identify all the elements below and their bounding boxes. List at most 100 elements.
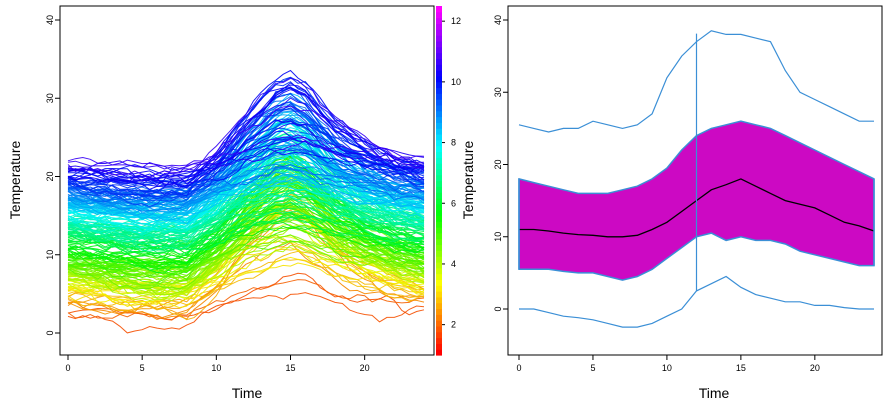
temperature-curve bbox=[67, 164, 425, 201]
temperature-curve bbox=[67, 189, 425, 228]
y-tick-label: 30 bbox=[493, 87, 503, 97]
color-legend-swatch bbox=[436, 285, 442, 292]
x-tick-label: 20 bbox=[360, 363, 370, 373]
temperature-curve bbox=[67, 163, 425, 212]
x-tick-label: 20 bbox=[810, 363, 820, 373]
left-y-axis-title: Temperature bbox=[7, 140, 23, 219]
temperature-curve bbox=[67, 77, 425, 179]
y-tick-label: 40 bbox=[45, 15, 55, 25]
color-legend-swatch bbox=[436, 221, 442, 228]
color-legend-swatch bbox=[436, 6, 442, 13]
right-y-axis-title: Temperature bbox=[460, 140, 476, 219]
color-legend-swatch bbox=[436, 302, 442, 310]
color-legend-swatch bbox=[436, 168, 442, 176]
color-legend-swatch bbox=[436, 180, 442, 187]
y-tick-label: 0 bbox=[493, 306, 503, 311]
color-legend-swatch bbox=[436, 296, 442, 304]
temperature-curve bbox=[67, 206, 425, 253]
color-legend-swatch bbox=[436, 192, 442, 199]
color-legend-swatch bbox=[436, 186, 442, 193]
left-panel: 0 5 10 15 20 0 10 20 30 40 Time Temperature 2 4 6 8… bbox=[7, 5, 461, 401]
color-legend-swatch bbox=[436, 238, 442, 246]
color-legend-swatch bbox=[436, 203, 442, 211]
color-legend-swatch bbox=[436, 291, 442, 298]
color-legend-swatch bbox=[436, 215, 442, 222]
right-panel: 0 5 10 15 20 0 10 20 30 40 Time Temperature bbox=[460, 5, 883, 401]
color-legend-swatch bbox=[436, 58, 442, 65]
temperature-curve bbox=[67, 122, 425, 225]
temperature-curve bbox=[67, 76, 425, 198]
color-legend-swatch bbox=[436, 69, 442, 77]
left-y-axis: 0 10 20 30 40 bbox=[45, 15, 60, 336]
temperature-curve bbox=[67, 139, 425, 182]
color-legend-tick-label: 4 bbox=[451, 259, 456, 269]
color-legend-swatch bbox=[436, 17, 442, 25]
color-legend-swatch bbox=[436, 139, 442, 147]
x-tick-label: 5 bbox=[140, 363, 145, 373]
color-legend-swatch bbox=[436, 314, 442, 321]
y-tick-label: 0 bbox=[45, 330, 55, 335]
color-legend-swatch bbox=[436, 325, 442, 333]
color-legend-swatch bbox=[436, 23, 442, 30]
color-legend-swatch bbox=[436, 279, 442, 286]
temperature-curve bbox=[67, 89, 425, 186]
color-legend-ticks: 2 4 6 8 10 12 bbox=[442, 16, 461, 330]
color-legend-swatch bbox=[436, 250, 442, 257]
color-legend-swatch bbox=[436, 209, 442, 216]
right-x-axis-title: Time bbox=[699, 385, 730, 401]
temperature-curve bbox=[67, 136, 425, 186]
temperature-curve bbox=[67, 130, 425, 184]
color-legend-swatch bbox=[436, 145, 442, 153]
right-plot-layer bbox=[518, 30, 875, 328]
color-legend-swatch bbox=[436, 343, 442, 350]
right-plot-frame bbox=[507, 5, 883, 356]
temperature-curve bbox=[67, 234, 425, 274]
color-legend-swatch bbox=[436, 320, 442, 327]
y-tick-label: 10 bbox=[493, 232, 503, 242]
color-legend-swatch bbox=[436, 75, 442, 83]
y-tick-label: 20 bbox=[45, 171, 55, 181]
temperature-curve bbox=[67, 166, 425, 264]
color-legend-swatch bbox=[436, 163, 442, 170]
color-legend-tick-label: 12 bbox=[451, 16, 461, 26]
color-legend-swatch bbox=[436, 52, 442, 59]
color-legend-swatch bbox=[436, 151, 442, 158]
x-tick-label: 10 bbox=[211, 363, 221, 373]
color-legend-swatch bbox=[436, 256, 442, 263]
right-y-axis: 0 10 20 30 40 bbox=[493, 15, 508, 312]
temperature-curve bbox=[67, 292, 425, 323]
color-legend-tick-label: 2 bbox=[451, 320, 456, 330]
temperature-curve bbox=[67, 234, 425, 279]
left-x-axis-title: Time bbox=[232, 385, 263, 401]
x-tick-label: 15 bbox=[285, 363, 295, 373]
temperature-curve bbox=[67, 272, 425, 334]
color-legend-tick-label: 10 bbox=[451, 77, 461, 87]
temperature-curve bbox=[67, 279, 425, 321]
color-legend-swatch bbox=[436, 122, 442, 129]
color-legend-tick-label: 6 bbox=[451, 198, 456, 208]
color-legend-swatch bbox=[436, 87, 442, 94]
color-legend-swatch bbox=[436, 81, 442, 89]
color-legend-swatch bbox=[436, 337, 442, 344]
y-tick-label: 10 bbox=[45, 250, 55, 260]
color-legend-swatch bbox=[436, 308, 442, 315]
color-legend-swatch bbox=[436, 197, 442, 205]
y-tick-label: 40 bbox=[493, 15, 503, 25]
temperature-curve bbox=[67, 214, 425, 251]
temperature-curve bbox=[67, 105, 425, 169]
color-legend-swatch bbox=[436, 267, 442, 275]
x-tick-label: 5 bbox=[590, 363, 595, 373]
x-tick-label: 15 bbox=[736, 363, 746, 373]
color-legend-swatch bbox=[436, 128, 442, 135]
color-legend-swatch bbox=[436, 35, 442, 42]
color-legend-swatch bbox=[436, 64, 442, 71]
x-tick-label: 10 bbox=[662, 363, 672, 373]
x-tick-label: 0 bbox=[516, 363, 521, 373]
color-legend-swatch bbox=[436, 174, 442, 182]
color-legend-swatch bbox=[436, 331, 442, 339]
color-legend-swatch bbox=[436, 11, 442, 19]
temperature-curve bbox=[67, 123, 425, 179]
color-legend-tick-label: 8 bbox=[451, 138, 456, 148]
color-legend-swatch bbox=[436, 157, 442, 164]
